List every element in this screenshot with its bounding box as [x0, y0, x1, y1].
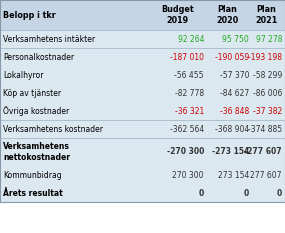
Text: -187 010: -187 010 [170, 52, 204, 62]
Bar [0, 30, 285, 48]
Text: -374 885: -374 885 [248, 124, 282, 134]
Text: -37 382: -37 382 [253, 106, 282, 116]
Text: Verksamhetens intäkter: Verksamhetens intäkter [3, 34, 95, 44]
Text: 0: 0 [277, 188, 282, 198]
Bar [0, 84, 285, 102]
Text: 270 300: 270 300 [172, 171, 204, 179]
Text: -362 564: -362 564 [170, 124, 204, 134]
Text: -82 778: -82 778 [175, 89, 204, 97]
Text: -193 198: -193 198 [248, 52, 282, 62]
Text: -58 299: -58 299 [253, 71, 282, 79]
Text: -277 607: -277 607 [244, 147, 282, 157]
Text: Övriga kostnader: Övriga kostnader [3, 106, 69, 116]
Text: Lokalhyror: Lokalhyror [3, 71, 44, 79]
Text: -270 300: -270 300 [167, 147, 204, 157]
Text: Köp av tjänster: Köp av tjänster [3, 89, 61, 97]
Text: -57 370: -57 370 [219, 71, 249, 79]
Text: -190 059: -190 059 [215, 52, 249, 62]
Text: 277 607: 277 607 [251, 171, 282, 179]
Bar [0, 102, 285, 120]
Text: 0: 0 [244, 188, 249, 198]
Bar [0, 66, 285, 84]
Bar [0, 120, 285, 138]
Text: Årets resultat: Årets resultat [3, 188, 63, 198]
Text: Plan
2021: Plan 2021 [255, 5, 278, 25]
Text: Personalkostnader: Personalkostnader [3, 52, 74, 62]
Text: Budget
2019: Budget 2019 [161, 5, 194, 25]
Text: -56 455: -56 455 [174, 71, 204, 79]
Bar [0, 0, 285, 30]
Text: Belopp i tkr: Belopp i tkr [3, 10, 56, 20]
Text: -273 154: -273 154 [212, 147, 249, 157]
Text: Kommunbidrag: Kommunbidrag [3, 171, 62, 179]
Text: -368 904: -368 904 [215, 124, 249, 134]
Text: -86 006: -86 006 [253, 89, 282, 97]
Text: -84 627: -84 627 [220, 89, 249, 97]
Text: 95 750: 95 750 [222, 34, 249, 44]
Text: 97 278: 97 278 [255, 34, 282, 44]
Bar [0, 166, 285, 184]
Bar [0, 48, 285, 66]
Text: -36 321: -36 321 [175, 106, 204, 116]
Text: 0: 0 [199, 188, 204, 198]
Bar [0, 0, 285, 202]
Bar [0, 184, 285, 202]
Text: 273 154: 273 154 [218, 171, 249, 179]
Text: Verksamhetens kostnader: Verksamhetens kostnader [3, 124, 103, 134]
Text: Verksamhetens
nettokostnader: Verksamhetens nettokostnader [3, 142, 70, 162]
Text: -36 848: -36 848 [220, 106, 249, 116]
Bar [0, 138, 285, 166]
Text: Plan
2020: Plan 2020 [216, 5, 239, 25]
Text: 92 264: 92 264 [178, 34, 204, 44]
